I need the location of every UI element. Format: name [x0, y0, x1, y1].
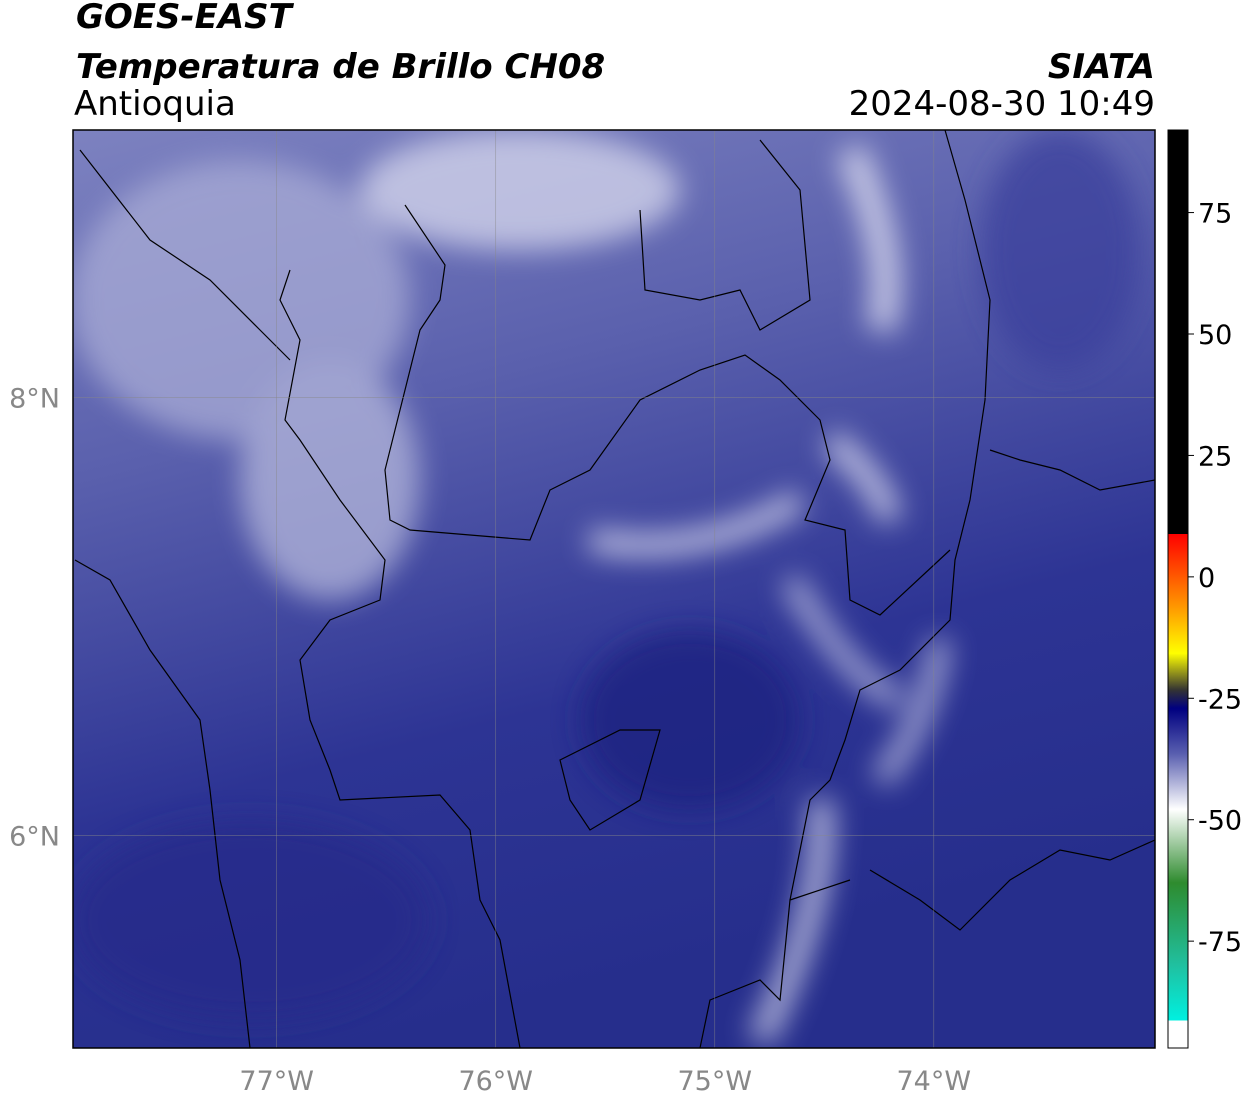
- map: [73, 130, 1155, 1048]
- colorbar-tick-label: 0: [1198, 563, 1215, 594]
- colorbar-tick-label: -75: [1198, 927, 1242, 958]
- y-tick-label: 6°N: [9, 821, 60, 852]
- x-tick-label: 74°W: [897, 1066, 972, 1097]
- datetime: 2024-08-30 10:49: [849, 84, 1155, 124]
- borders: [74, 130, 1155, 1048]
- colorbar: [1167, 129, 1189, 1049]
- colorbar-tick-label: 50: [1198, 320, 1232, 351]
- y-tick-label: 8°N: [9, 383, 60, 414]
- graticule: [73, 130, 1155, 1048]
- colorbar-tick-label: -25: [1198, 684, 1242, 715]
- region: Antioquia: [74, 84, 236, 124]
- colorbar-tick-label: 75: [1198, 199, 1232, 230]
- x-tick-label: 75°W: [677, 1066, 752, 1097]
- x-tick-label: 76°W: [458, 1066, 533, 1097]
- x-tick-label: 77°W: [239, 1066, 314, 1097]
- satellite: GOES-EAST: [76, 0, 295, 37]
- colorbar-tick-label: -50: [1198, 806, 1242, 837]
- colorbar-tick-label: 25: [1198, 441, 1232, 472]
- map-frame: [72, 129, 1156, 1049]
- product: Temperatura de Brillo CH08: [76, 47, 605, 87]
- cloud-features: [73, 130, 1140, 1046]
- source: SIATA: [1048, 47, 1155, 87]
